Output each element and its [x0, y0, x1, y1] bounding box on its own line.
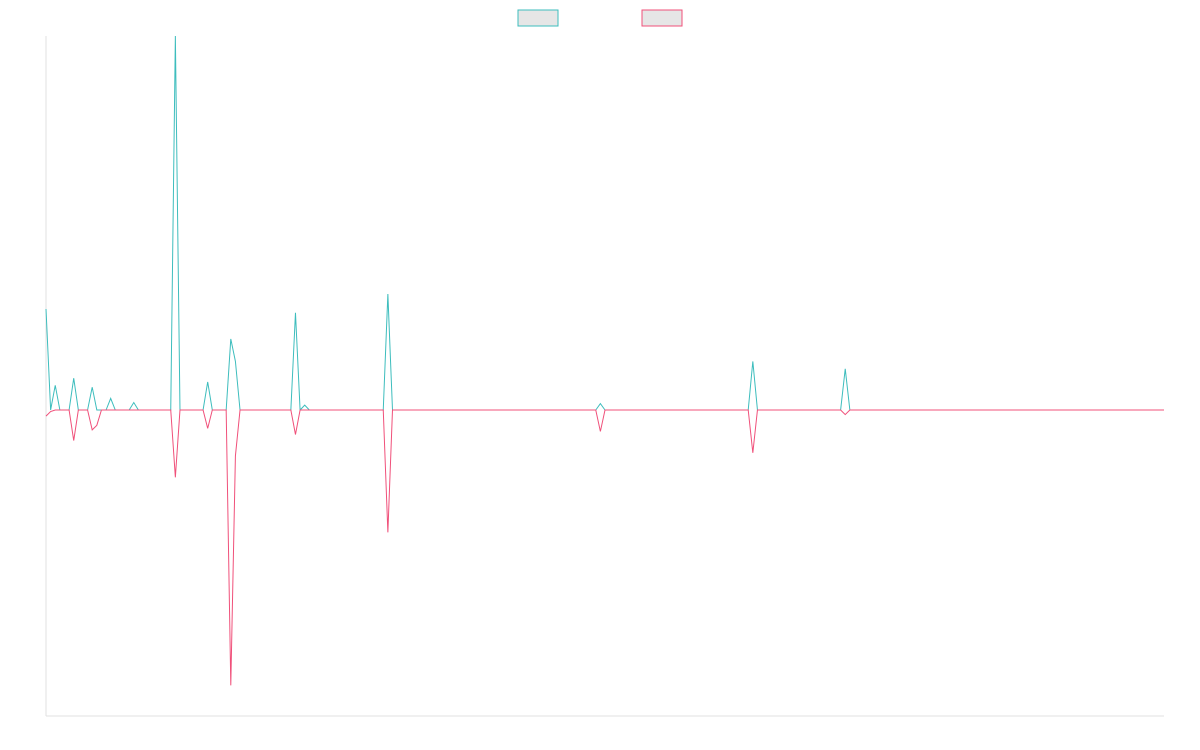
legend-swatch-1[interactable] [517, 9, 559, 27]
legend[interactable] [517, 9, 683, 27]
series-line-2 [45, 409, 1164, 686]
series-layer [45, 35, 1164, 686]
legend-swatch-2[interactable] [641, 9, 683, 27]
series-line-1 [45, 35, 1164, 412]
